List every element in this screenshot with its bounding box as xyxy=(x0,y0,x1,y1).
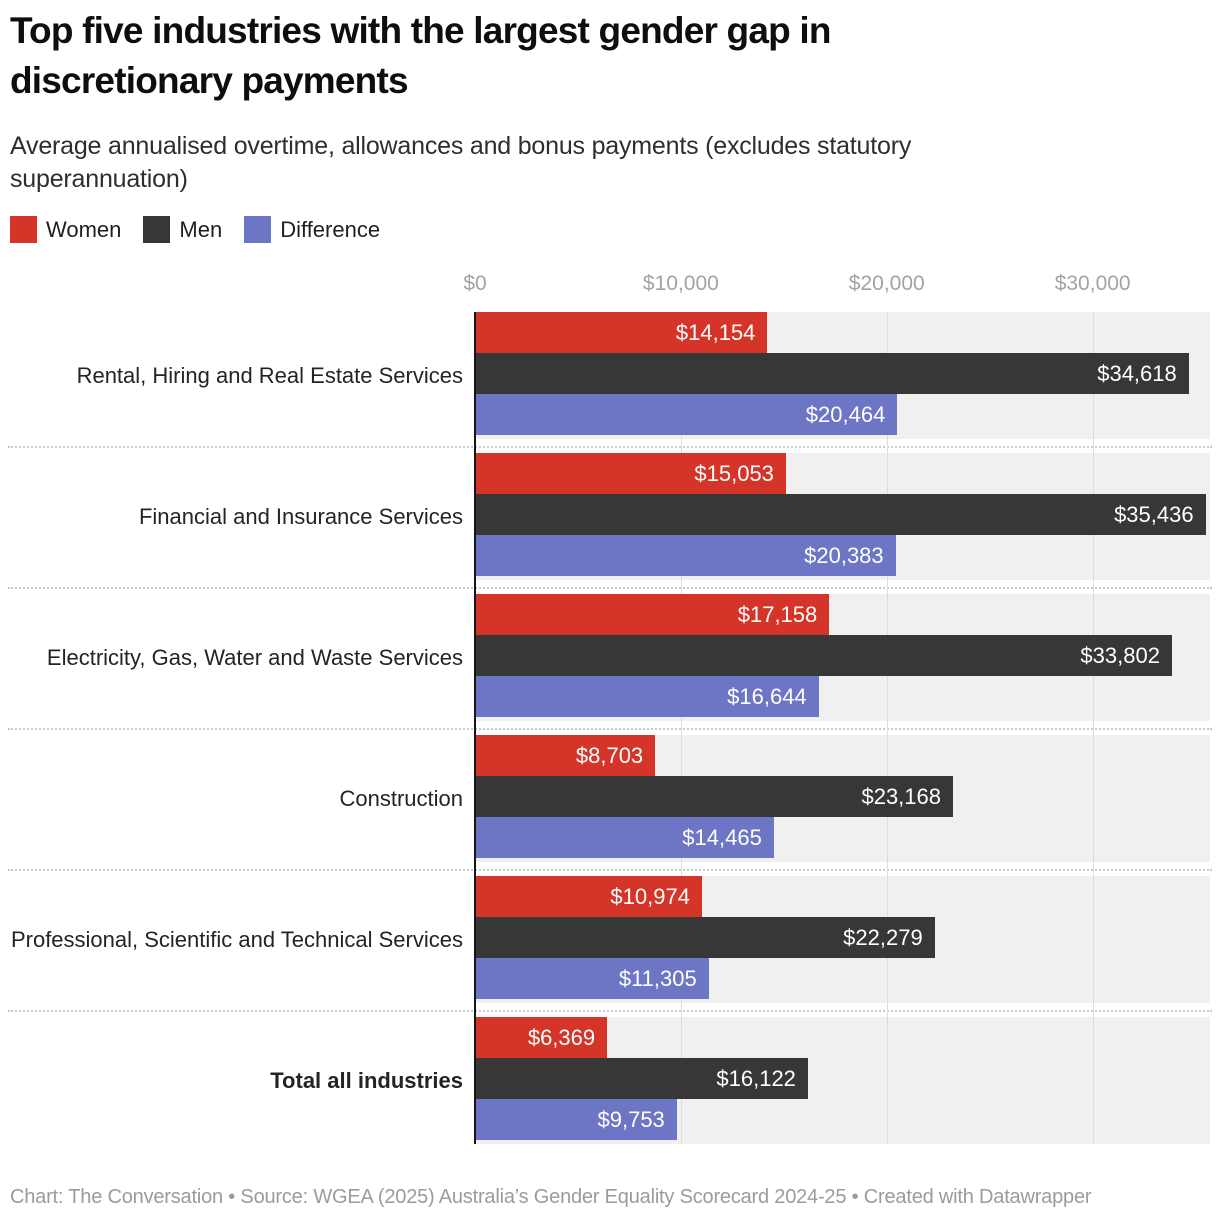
category-label: Rental, Hiring and Real Estate Services xyxy=(76,363,463,388)
legend-swatch-women xyxy=(10,216,37,243)
plot-area: Rental, Hiring and Real Estate Services $… xyxy=(0,312,1220,1144)
chart-row: Total all industries $6,369 $16,122 $9,753 xyxy=(0,1017,1220,1144)
category-label: Financial and Insurance Services xyxy=(138,504,463,529)
legend-label: Women xyxy=(46,216,122,242)
y-axis-line xyxy=(474,312,476,1144)
legend-label: Men xyxy=(179,216,223,242)
bar-value-label: $11,305 xyxy=(618,965,697,991)
bar-value-label: $33,802 xyxy=(1080,642,1160,668)
bar-value-label: $14,465 xyxy=(682,824,762,850)
bar-women: $14,154 xyxy=(476,312,768,353)
category-label: Professional, Scientific and Technical S… xyxy=(10,927,463,952)
bar-men: $16,122 xyxy=(476,1058,808,1099)
bar-value-label: $20,383 xyxy=(804,542,884,568)
bar-value-label: $15,053 xyxy=(694,460,774,486)
bar-value-label: $34,618 xyxy=(1097,360,1177,386)
gridline xyxy=(680,312,682,1144)
row-separator xyxy=(8,728,1212,730)
bar-women: $17,158 xyxy=(476,594,830,635)
bar-value-label: $14,154 xyxy=(675,319,756,345)
chart-row: Electricity, Gas, Water and Waste Servic… xyxy=(0,594,1220,721)
gridline xyxy=(886,312,888,1144)
bar-value-label: $35,436 xyxy=(1114,501,1194,527)
gridline xyxy=(1092,312,1094,1144)
x-tick-label: $10,000 xyxy=(642,272,719,295)
category-label: Total all industries xyxy=(270,1068,463,1093)
row-separator xyxy=(8,587,1212,589)
legend-item-women: Women xyxy=(10,216,121,243)
x-tick-label: $20,000 xyxy=(848,272,925,295)
bar-women: $15,053 xyxy=(476,453,786,494)
bar-value-label: $9,753 xyxy=(597,1106,665,1132)
legend-item-difference: Difference xyxy=(244,216,380,243)
legend-label: Difference xyxy=(280,216,381,242)
row-separator xyxy=(8,869,1212,871)
chart-title: Top five industries with the largest gen… xyxy=(10,10,832,101)
bar-value-label: $16,122 xyxy=(716,1065,796,1091)
bar-difference: $20,383 xyxy=(476,535,896,576)
bar-difference: $20,464 xyxy=(476,394,898,435)
chart-row: Financial and Insurance Services $15,053 $… xyxy=(0,453,1220,580)
bar-value-label: $10,974 xyxy=(610,883,690,909)
category-label: Construction xyxy=(339,786,463,811)
bar-value-label: $20,464 xyxy=(805,401,886,427)
x-tick-label: $0 xyxy=(463,272,487,295)
bar-men: $34,618 xyxy=(476,353,1189,394)
attribution-footer: Chart: The Conversation • Source: WGEA (… xyxy=(10,1186,1092,1208)
bar-difference: $16,644 xyxy=(476,676,819,717)
bar-women: $8,703 xyxy=(476,735,656,776)
bar-women: $6,369 xyxy=(476,1017,608,1058)
row-separator xyxy=(8,446,1212,448)
legend: Women Men Difference xyxy=(10,216,380,243)
x-tick-label: $30,000 xyxy=(1054,272,1131,295)
bar-men: $22,279 xyxy=(476,917,935,958)
legend-swatch-difference xyxy=(244,216,272,243)
chart-row: Professional, Scientific and Technical S… xyxy=(0,876,1220,1003)
chart-subtitle: Average annualised overtime, allowances … xyxy=(10,132,912,193)
bar-value-label: $23,168 xyxy=(861,783,941,809)
bar-difference: $11,305 xyxy=(476,958,709,999)
row-separator xyxy=(8,1010,1212,1012)
bar-women: $10,974 xyxy=(476,876,702,917)
chart-row: Construction $8,703 $23,168 $14,465 xyxy=(0,735,1220,862)
bar-value-label: $6,369 xyxy=(527,1024,596,1050)
bar-men: $23,168 xyxy=(476,776,953,817)
bar-value-label: $22,279 xyxy=(843,924,923,950)
bar-men: $33,802 xyxy=(476,635,1172,676)
legend-swatch-men xyxy=(143,216,171,243)
bar-men: $35,436 xyxy=(476,494,1206,535)
chart-row: Rental, Hiring and Real Estate Services $… xyxy=(0,312,1220,439)
category-label: Electricity, Gas, Water and Waste Servic… xyxy=(46,645,463,670)
bar-difference: $14,465 xyxy=(476,817,774,858)
bar-difference: $9,753 xyxy=(476,1099,677,1140)
bar-value-label: $8,703 xyxy=(575,742,644,768)
bar-value-label: $17,158 xyxy=(737,601,818,627)
legend-item-men: Men xyxy=(143,216,222,243)
bar-value-label: $16,644 xyxy=(727,683,807,709)
